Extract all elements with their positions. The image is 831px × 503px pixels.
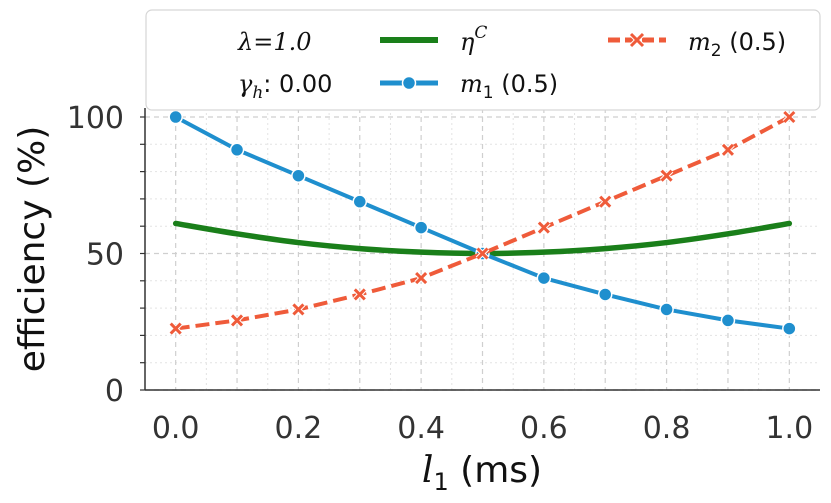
data-point bbox=[597, 287, 613, 302]
grid bbox=[145, 108, 820, 391]
data-point bbox=[782, 110, 797, 124]
legend-m2-symbol: m bbox=[688, 28, 711, 56]
series-2 bbox=[168, 110, 797, 336]
data-point bbox=[168, 321, 183, 336]
legend-gamma-value: : 0.00 bbox=[263, 70, 332, 98]
x-axis-label-sub: 1 bbox=[433, 468, 448, 496]
data-point bbox=[536, 270, 552, 286]
legend-eta-symbol: η bbox=[460, 28, 475, 56]
x-tick-label: 1.0 bbox=[765, 411, 813, 446]
x-tick-label: 0.8 bbox=[643, 411, 691, 446]
y-tick-label: 50 bbox=[86, 238, 124, 273]
series-layer bbox=[168, 109, 797, 336]
data-point bbox=[168, 109, 183, 125]
data-point bbox=[414, 271, 428, 285]
legend-eta: ηC bbox=[460, 23, 487, 56]
legend-m1-symbol: m bbox=[460, 70, 483, 98]
data-point bbox=[659, 302, 674, 317]
legend-gamma-symbol: γ bbox=[238, 70, 253, 98]
x-axis-label-unit: (ms) bbox=[449, 450, 542, 491]
legend-lambda: λ=1.0 bbox=[237, 28, 312, 56]
legend-m2: m2 (0.5) bbox=[688, 28, 786, 61]
y-tick-label: 0 bbox=[105, 374, 124, 409]
x-tick-label: 0.4 bbox=[397, 411, 445, 446]
data-point bbox=[291, 168, 306, 183]
legend-frame bbox=[145, 9, 821, 111]
data-point bbox=[413, 220, 429, 235]
legend-gamma: γh: 0.00 bbox=[238, 70, 332, 103]
x-axis-label-var: l bbox=[422, 450, 434, 491]
data-point bbox=[475, 246, 490, 261]
tick-labels: 0.0 0.2 0.4 0.6 0.8 1.0 0 50 100 bbox=[67, 101, 813, 446]
data-point bbox=[721, 142, 735, 157]
legend-gamma-sub: h bbox=[252, 83, 263, 103]
data-point bbox=[720, 313, 736, 328]
legend-m2-value: (0.5) bbox=[722, 28, 787, 56]
legend-m2-sub: 2 bbox=[711, 41, 722, 61]
y-axis-label: efficiency (%) bbox=[12, 126, 53, 373]
axes bbox=[144, 108, 820, 391]
legend-m1-value: (0.5) bbox=[494, 70, 559, 98]
legend-m1-sub: 1 bbox=[483, 83, 494, 103]
legend: λ=1.0 γh: 0.00 ηC m1 (0.5) m2 (0.5) bbox=[145, 9, 821, 111]
data-point bbox=[659, 168, 674, 183]
legend-eta-sup: C bbox=[474, 23, 487, 43]
data-point bbox=[291, 302, 306, 317]
data-point bbox=[353, 287, 367, 302]
x-axis-label: l1 (ms) bbox=[422, 450, 542, 496]
data-point bbox=[230, 313, 244, 328]
x-tick-label: 0.0 bbox=[152, 411, 200, 446]
y-tick-label: 100 bbox=[67, 101, 124, 136]
x-tick-label: 0.6 bbox=[520, 411, 568, 446]
data-point bbox=[229, 142, 245, 158]
legend-m1: m1 (0.5) bbox=[460, 70, 558, 103]
data-point bbox=[782, 321, 797, 336]
legend-m1-marker bbox=[401, 75, 417, 91]
legend-m2-marker bbox=[629, 32, 645, 48]
data-point bbox=[598, 194, 612, 209]
data-point bbox=[352, 194, 368, 209]
data-point bbox=[537, 220, 551, 235]
x-tick-label: 0.2 bbox=[275, 411, 323, 446]
series-line bbox=[175, 115, 791, 331]
legend-lambda-text: λ=1.0 bbox=[237, 28, 312, 56]
